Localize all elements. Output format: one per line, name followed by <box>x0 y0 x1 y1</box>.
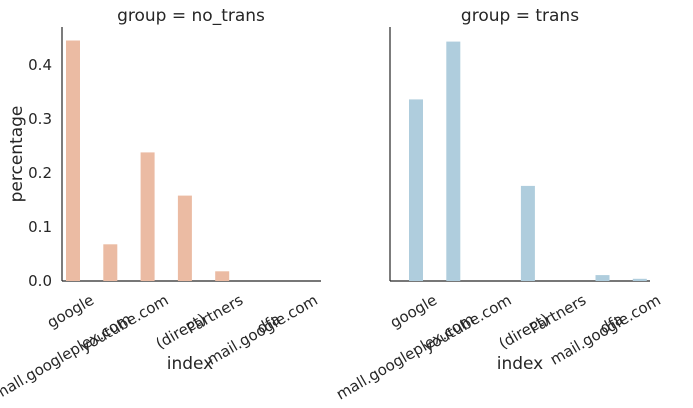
bar--direct- <box>177 195 192 281</box>
panel-title: group = trans <box>461 6 579 26</box>
y-tick-label: 0.1 <box>28 218 52 236</box>
panel-no-trans: group = no_trans 0.0 0.1 0.2 0.3 0.4 googlem… <box>0 6 321 403</box>
bar-partners <box>215 271 230 281</box>
bar--direct- <box>520 185 535 281</box>
x-tick-labels: googlemall.googleplex.comyoutube.com(dir… <box>333 291 664 404</box>
bar-google <box>66 40 80 281</box>
y-tick-label: 0.2 <box>28 164 52 182</box>
y-tick-label: 0.0 <box>28 272 52 290</box>
panel-trans: group = trans googlemall.googleplex.comy… <box>333 6 664 403</box>
bar-mail-google-com <box>632 278 647 281</box>
bar-group <box>409 41 647 282</box>
bar-mall-googleplex-com <box>446 41 461 281</box>
bar-youtube-com <box>140 152 155 281</box>
bar-dfa <box>595 275 610 281</box>
y-axis-label: percentage <box>7 106 27 203</box>
x-axis-label: index <box>167 354 214 374</box>
y-tick-label: 0.3 <box>28 110 52 128</box>
x-tick-labels: googlemall.googleplex.comyoutube.com(dir… <box>0 291 321 404</box>
bar-group <box>66 40 230 281</box>
x-axis-label: index <box>497 354 544 374</box>
bar-mall-googleplex-com <box>103 244 118 281</box>
y-tick-labels: 0.0 0.1 0.2 0.3 0.4 <box>28 56 52 290</box>
x-tick-label: google <box>44 291 97 332</box>
panel-title: group = no_trans <box>117 6 265 26</box>
y-tick-label: 0.4 <box>28 56 52 74</box>
x-tick-label: google <box>387 291 440 332</box>
bar-google <box>409 99 423 282</box>
